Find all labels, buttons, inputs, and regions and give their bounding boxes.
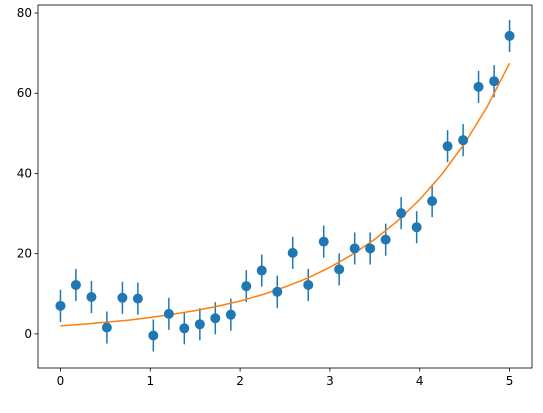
data-point xyxy=(442,141,453,152)
x-tick-label: 4 xyxy=(416,374,424,388)
data-point xyxy=(117,292,128,303)
fit-curve xyxy=(60,62,511,327)
data-point xyxy=(458,135,469,146)
data-point xyxy=(303,279,314,290)
x-tick-label: 0 xyxy=(57,374,65,388)
y-tick-label: 20 xyxy=(17,247,32,261)
data-point xyxy=(272,286,283,297)
data-point xyxy=(132,293,143,304)
data-point xyxy=(380,234,391,245)
y-tick-label: 0 xyxy=(24,327,32,341)
data-point xyxy=(411,222,422,233)
x-tick-label: 1 xyxy=(146,374,154,388)
data-point xyxy=(163,308,174,319)
data-point xyxy=(504,30,515,41)
data-point xyxy=(396,208,407,219)
data-point xyxy=(210,313,221,324)
data-point xyxy=(241,281,252,292)
axes-frame xyxy=(37,4,533,369)
data-point xyxy=(365,243,376,254)
x-tick-label: 3 xyxy=(326,374,334,388)
y-tick-label: 40 xyxy=(17,166,32,180)
data-point xyxy=(427,196,438,207)
plot-area xyxy=(55,19,515,352)
data-point xyxy=(86,292,97,303)
data-point xyxy=(334,264,345,275)
x-tick-label: 5 xyxy=(506,374,514,388)
data-point xyxy=(101,322,112,333)
data-point xyxy=(473,81,484,92)
data-point xyxy=(55,300,66,311)
y-tick-label: 60 xyxy=(17,86,32,100)
data-point xyxy=(148,330,159,341)
data-point xyxy=(489,76,500,87)
data-point xyxy=(225,309,236,320)
y-tick-label: 80 xyxy=(17,6,32,20)
data-point xyxy=(179,323,190,334)
data-point xyxy=(194,319,205,330)
ticks: 0 1 2 3 4 5 0 20 40 60 80 xyxy=(17,6,514,388)
x-tick-label: 2 xyxy=(236,374,244,388)
data-point xyxy=(318,236,329,247)
data-point xyxy=(70,279,81,290)
data-point xyxy=(256,265,267,276)
data-point xyxy=(287,247,298,258)
data-point xyxy=(349,243,360,254)
